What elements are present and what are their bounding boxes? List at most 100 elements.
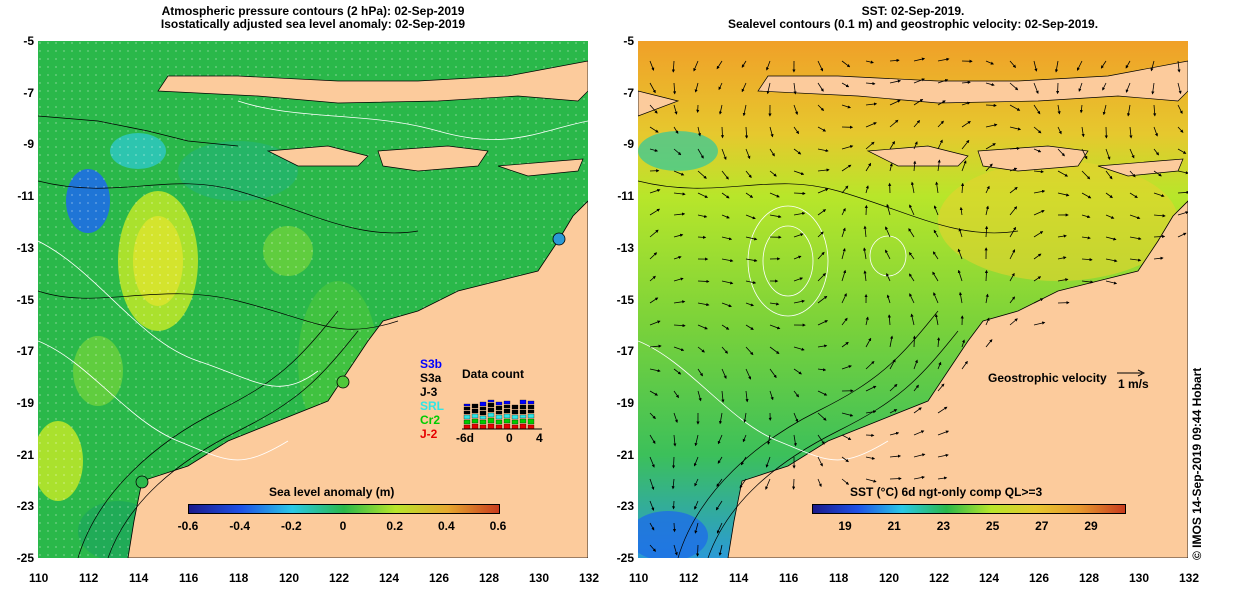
lat-tick-label: -5 [623, 34, 634, 48]
velocity-arrow [716, 60, 723, 70]
velocity-arrow [1057, 256, 1067, 260]
velocity-arrow [721, 258, 734, 263]
velocity-arrow [697, 148, 704, 159]
velocity-arrow [841, 82, 850, 88]
velocity-arrow [1057, 192, 1070, 197]
velocity-arrow [716, 478, 723, 487]
velocity-arrow [913, 119, 921, 128]
tide-gauge-marker [552, 232, 566, 246]
data-count-bar [495, 410, 503, 415]
data-count-bar [463, 410, 471, 415]
colorbar-tick-label: -0.6 [177, 519, 199, 533]
velocity-arrow [937, 361, 942, 370]
velocity-arrow [1033, 298, 1044, 304]
velocity-arrow [745, 346, 754, 356]
velocity-arrow [649, 82, 656, 94]
velocity-arrow [889, 335, 894, 348]
velocity-arrow [889, 140, 895, 150]
velocity-arrow [913, 453, 926, 458]
velocity-arrow [910, 313, 915, 326]
velocity-arrow [909, 273, 915, 282]
velocity-arrow [649, 434, 656, 444]
velocity-arrow [793, 346, 805, 351]
velocity-arrow [1177, 148, 1187, 154]
velocity-arrow [693, 456, 699, 467]
data-count-bar [503, 418, 511, 424]
velocity-arrow [793, 255, 802, 260]
velocity-arrow [649, 229, 659, 238]
sst-map[interactable]: Geostrophic velocity 1 m/s SST (°C) 6d n… [638, 41, 1188, 558]
velocity-arrow [721, 280, 734, 285]
lat-tick-label: -13 [616, 240, 634, 255]
velocity-scale-arrow [1117, 369, 1146, 377]
data-count-tick-zero: 0 [506, 431, 513, 445]
velocity-arrow [769, 390, 774, 401]
velocity-arrow [721, 324, 730, 330]
lat-tick-label: -9 [623, 137, 634, 152]
velocity-arrow [841, 412, 854, 417]
data-count-bar [487, 423, 495, 430]
data-count-bar [471, 423, 479, 430]
velocity-arrow [841, 456, 849, 463]
velocity-arrow [694, 434, 699, 447]
velocity-arrow [817, 60, 824, 72]
lon-tick-label: 124 [979, 571, 1000, 585]
velocity-arrow [697, 126, 702, 137]
velocity-arrow [985, 185, 990, 194]
left-title-line1: Atmospheric pressure contours (2 hPa): 0… [161, 4, 465, 18]
velocity-arrow [865, 141, 875, 150]
velocity-arrow [817, 344, 828, 348]
velocity-arrow [817, 412, 827, 421]
imos-credit: © IMOS 14-Sep-2019 09:44 Hobart [1190, 367, 1204, 560]
data-count-bar [527, 424, 535, 430]
velocity-arrow [932, 271, 939, 282]
velocity-arrow [765, 478, 771, 490]
velocity-arrow [739, 478, 747, 489]
velocity-arrow [793, 412, 799, 423]
velocity-arrow [817, 104, 825, 111]
lon-tick-label: 132 [1179, 571, 1200, 585]
sea-level-anomaly-map[interactable]: Sea level anomaly (m) -0.6 -0.4 -0.2 0 0.2 0.… [38, 41, 588, 558]
lon-tick-label: 110 [29, 571, 49, 585]
velocity-arrow [841, 478, 850, 485]
velocity-arrow [913, 98, 924, 106]
velocity-arrow [961, 360, 968, 370]
velocity-arrow [673, 233, 684, 238]
velocity-arrow [745, 258, 758, 262]
velocity-arrow [745, 192, 754, 198]
velocity-arrow [718, 104, 723, 115]
velocity-arrow [1081, 214, 1091, 219]
right-title-line1: SST: 02-Sep-2019. [861, 4, 965, 18]
velocity-arrow [889, 119, 899, 128]
colorbar-tick-label: 21 [887, 519, 901, 533]
velocity-arrow [913, 384, 919, 392]
velocity-arrow [697, 192, 709, 198]
colorbar-tick-label: 23 [936, 519, 951, 533]
velocity-arrow [913, 78, 925, 84]
velocity-arrow [649, 344, 662, 348]
velocity-arrow [649, 148, 659, 152]
velocity-arrow [1033, 82, 1039, 94]
indonesian-islands [157, 60, 588, 104]
data-count-bar [487, 412, 495, 418]
velocity-arrow [909, 293, 915, 304]
velocity-arrow [1057, 234, 1067, 238]
velocity-arrow [693, 60, 699, 72]
velocity-arrow [913, 160, 917, 172]
lat-tick-label: -5 [23, 34, 34, 48]
velocity-arrow [887, 314, 891, 326]
velocity-arrow [697, 368, 703, 377]
velocity-arrow [793, 233, 804, 238]
velocity-arrow [769, 368, 777, 379]
velocity-arrow [885, 226, 891, 238]
velocity-arrow [649, 412, 656, 420]
velocity-arrow [793, 277, 804, 282]
velocity-arrow [1129, 170, 1136, 178]
velocity-arrow [694, 478, 699, 487]
velocity-arrow [717, 456, 723, 464]
velocity-arrow [935, 181, 939, 194]
velocity-arrow [649, 522, 655, 531]
velocity-arrow [649, 104, 658, 114]
velocity-arrow [913, 141, 918, 150]
data-count-bar [519, 414, 527, 419]
